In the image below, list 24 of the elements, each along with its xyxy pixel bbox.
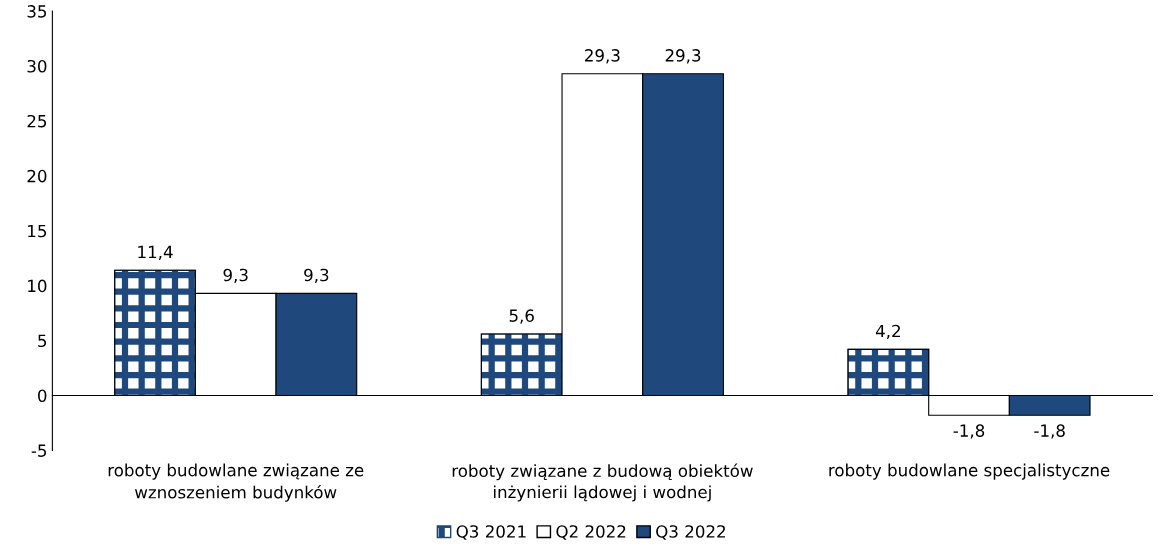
data-label: -1,8 [953,424,985,439]
x-tick-label: roboty związane z budową obiektów inżynierii lądowej i wodnej [452,463,753,502]
y-tick-label: 35 [27,5,47,18]
data-label: 29,3 [585,49,620,64]
x-tick-label: roboty budowlane specjalistyczne [829,463,1110,480]
y-tick-label: 10 [28,279,47,293]
y-tick-label: 15 [28,224,47,238]
legend-label: Q3 2022 [656,525,725,540]
y-tick-label: -5 [31,444,47,457]
y-tick-label: 0 [38,389,47,403]
legend-label: Q2 2022 [556,525,626,540]
data-label: 11,4 [138,245,173,260]
legend-label: Q3 2021 [456,525,526,540]
data-label: 9,3 [223,268,248,284]
y-tick-label: 30 [27,59,47,73]
y-tick-label: 20 [27,169,47,183]
data-label: 29,3 [665,49,701,64]
data-label: 5,6 [509,309,534,324]
data-label: 9,3 [304,268,329,284]
y-tick-label: 5 [38,334,47,348]
data-label: 4,2 [875,324,900,340]
y-tick-label: 25 [27,114,47,128]
x-tick-label: roboty budowlane związane ze wznoszeniem budynków [108,463,364,502]
data-label: -1,8 [1034,424,1065,439]
